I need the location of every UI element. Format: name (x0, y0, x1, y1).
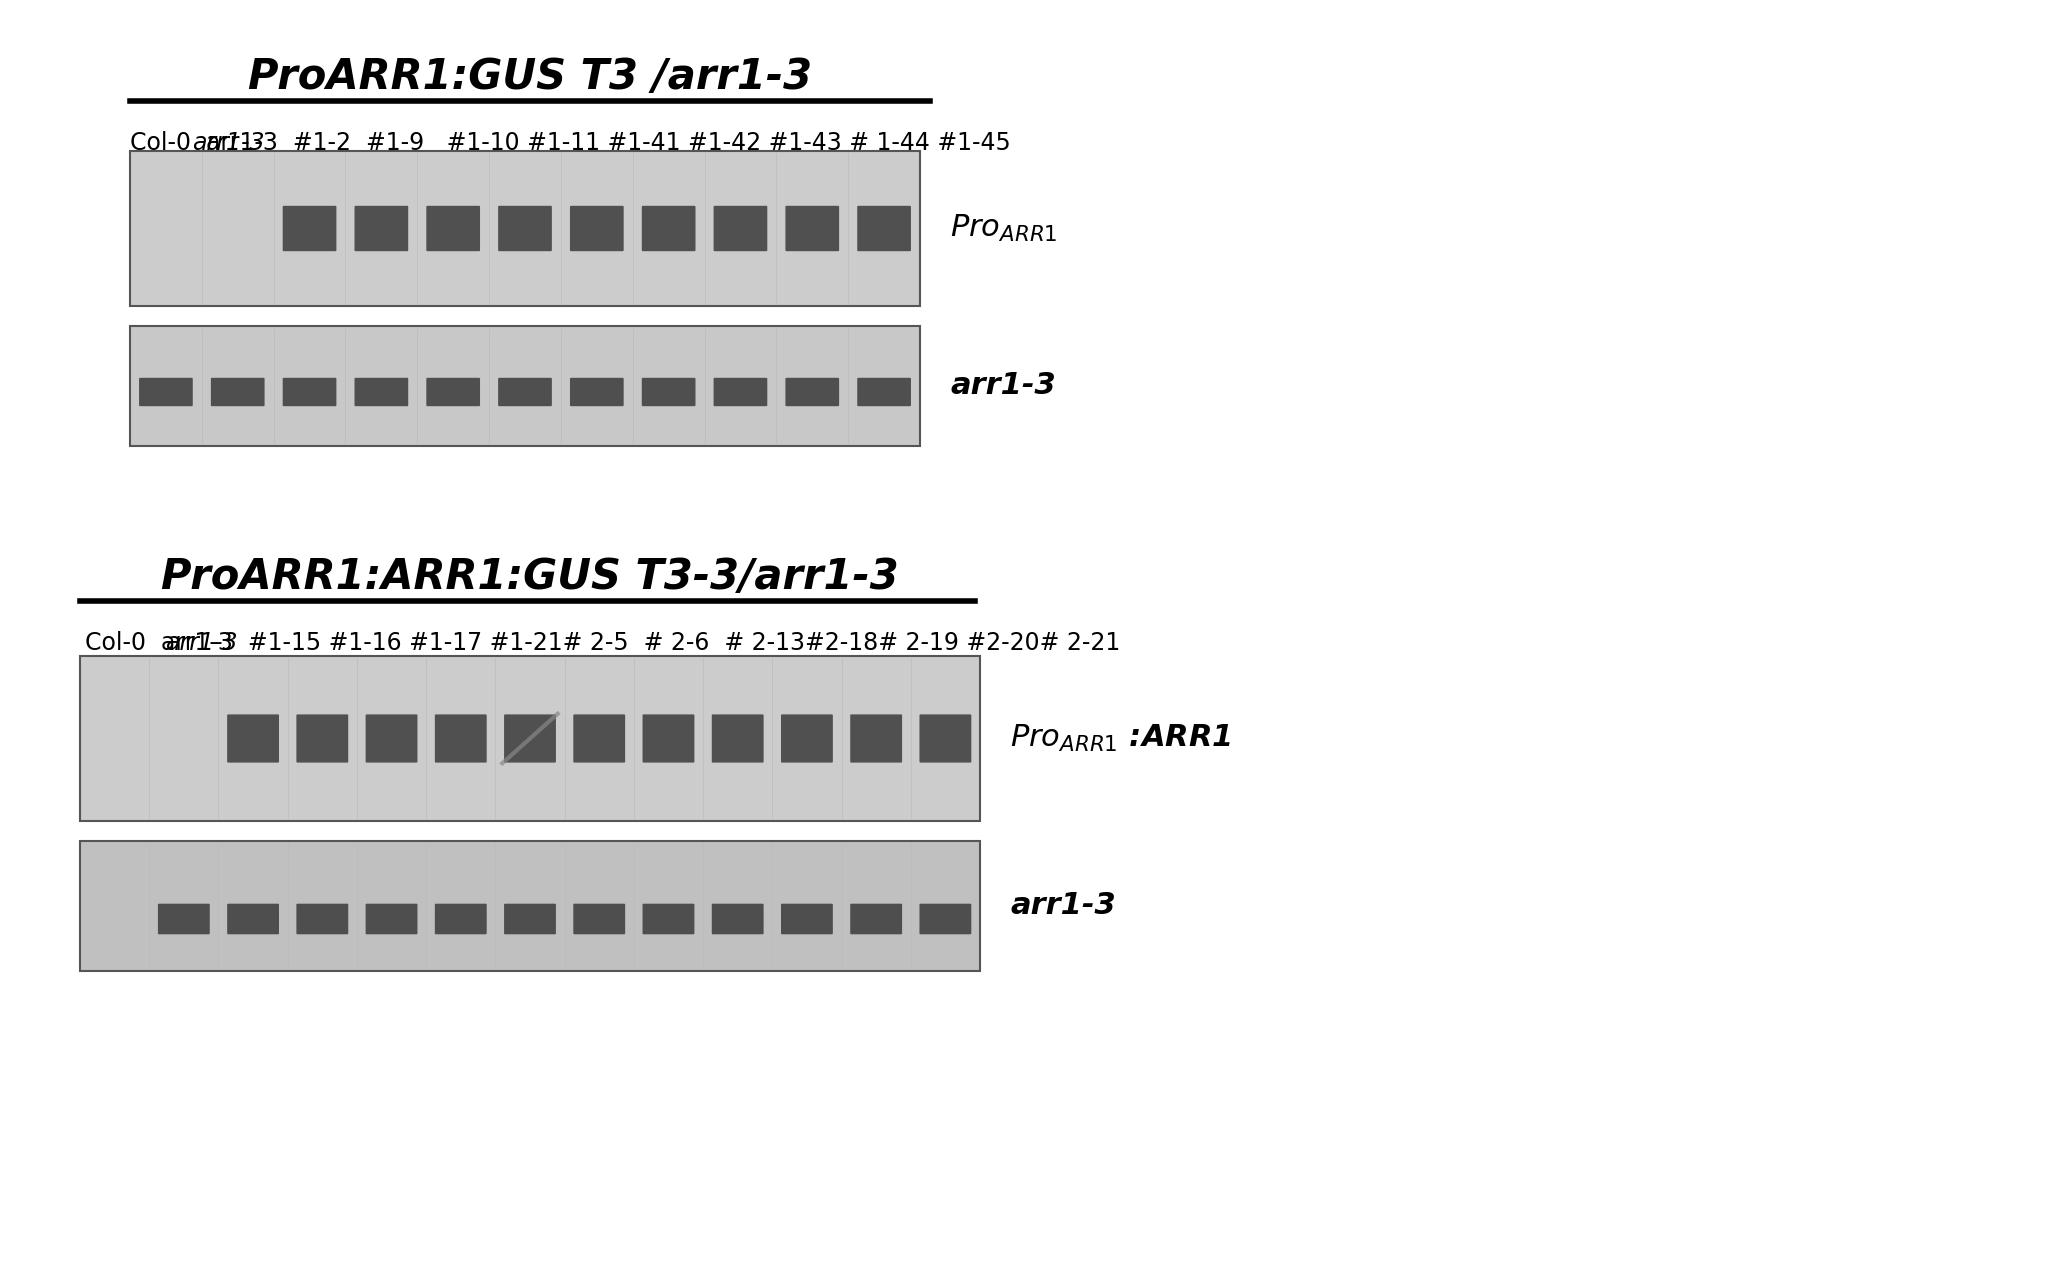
FancyBboxPatch shape (427, 206, 481, 251)
Text: ProARR1:GUS T3 /arr1-3: ProARR1:GUS T3 /arr1-3 (248, 56, 811, 97)
Text: $Pro_{ARR1}$: $Pro_{ARR1}$ (949, 213, 1057, 244)
FancyBboxPatch shape (786, 377, 840, 406)
FancyBboxPatch shape (918, 904, 972, 934)
FancyBboxPatch shape (297, 714, 349, 762)
FancyBboxPatch shape (857, 206, 910, 251)
FancyBboxPatch shape (365, 904, 417, 934)
Text: Col-0  arr1-3  #1-2  #1-9   #1-10 #1-11 #1-41 #1-42 #1-43 # 1-44 #1-45: Col-0 arr1-3 #1-2 #1-9 #1-10 #1-11 #1-41… (130, 130, 1011, 154)
FancyBboxPatch shape (712, 714, 764, 762)
FancyBboxPatch shape (80, 841, 980, 971)
FancyBboxPatch shape (130, 151, 921, 306)
FancyBboxPatch shape (436, 714, 487, 762)
FancyBboxPatch shape (80, 656, 980, 820)
FancyBboxPatch shape (436, 904, 487, 934)
FancyBboxPatch shape (504, 904, 555, 934)
FancyBboxPatch shape (714, 377, 768, 406)
FancyBboxPatch shape (714, 206, 768, 251)
FancyBboxPatch shape (365, 714, 417, 762)
FancyBboxPatch shape (283, 206, 336, 251)
FancyBboxPatch shape (355, 206, 409, 251)
FancyBboxPatch shape (570, 206, 623, 251)
FancyBboxPatch shape (642, 904, 694, 934)
FancyBboxPatch shape (918, 714, 972, 762)
FancyBboxPatch shape (227, 904, 279, 934)
FancyBboxPatch shape (283, 377, 336, 406)
FancyBboxPatch shape (130, 327, 921, 446)
FancyBboxPatch shape (712, 904, 764, 934)
FancyBboxPatch shape (642, 206, 696, 251)
FancyBboxPatch shape (642, 714, 694, 762)
FancyBboxPatch shape (570, 377, 623, 406)
FancyBboxPatch shape (211, 377, 264, 406)
FancyBboxPatch shape (780, 904, 834, 934)
FancyBboxPatch shape (786, 206, 840, 251)
Text: $Pro_{ARR1}$ :ARR1: $Pro_{ARR1}$ :ARR1 (1009, 723, 1232, 755)
FancyBboxPatch shape (504, 714, 555, 762)
FancyBboxPatch shape (850, 904, 902, 934)
Text: arr1-3: arr1-3 (1009, 891, 1117, 920)
FancyBboxPatch shape (574, 904, 625, 934)
FancyBboxPatch shape (574, 714, 625, 762)
FancyBboxPatch shape (497, 206, 551, 251)
Text: arr1-3: arr1-3 (192, 130, 264, 154)
FancyBboxPatch shape (850, 714, 902, 762)
FancyBboxPatch shape (642, 377, 696, 406)
FancyBboxPatch shape (427, 377, 481, 406)
FancyBboxPatch shape (159, 904, 211, 934)
Text: Col-0  arr1-3  #1-15 #1-16 #1-17 #1-21# 2-5  # 2-6  # 2-13#2-18# 2-19 #2-20# 2-2: Col-0 arr1-3 #1-15 #1-16 #1-17 #1-21# 2-… (85, 630, 1121, 655)
Text: ProARR1:ARR1:GUS T3-3/arr1-3: ProARR1:ARR1:GUS T3-3/arr1-3 (161, 556, 900, 598)
FancyBboxPatch shape (497, 377, 551, 406)
Text: arr1-3: arr1-3 (949, 371, 1057, 400)
FancyBboxPatch shape (138, 377, 192, 406)
FancyBboxPatch shape (857, 377, 910, 406)
FancyBboxPatch shape (355, 377, 409, 406)
FancyBboxPatch shape (297, 904, 349, 934)
FancyBboxPatch shape (227, 714, 279, 762)
Text: arr1-3: arr1-3 (165, 630, 237, 655)
FancyBboxPatch shape (780, 714, 834, 762)
